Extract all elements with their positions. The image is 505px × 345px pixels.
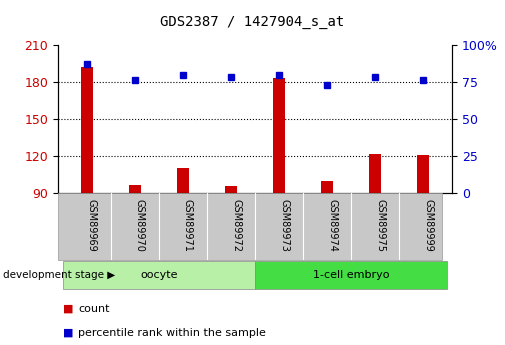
Bar: [177, 168, 189, 193]
Text: GSM89973: GSM89973: [279, 199, 289, 252]
Text: GSM89974: GSM89974: [327, 199, 337, 252]
FancyBboxPatch shape: [63, 261, 255, 289]
Text: GSM89969: GSM89969: [87, 199, 97, 251]
Text: GSM89999: GSM89999: [423, 199, 433, 251]
Bar: [129, 185, 141, 193]
Text: 1-cell embryo: 1-cell embryo: [313, 270, 389, 280]
Text: GSM89972: GSM89972: [231, 199, 241, 252]
Bar: [225, 186, 237, 193]
Bar: [417, 155, 429, 193]
Text: GSM89975: GSM89975: [375, 199, 385, 252]
Text: percentile rank within the sample: percentile rank within the sample: [78, 328, 266, 338]
Text: ■: ■: [63, 304, 74, 314]
Text: GDS2387 / 1427904_s_at: GDS2387 / 1427904_s_at: [161, 16, 344, 29]
Text: ■: ■: [63, 328, 74, 338]
Bar: [369, 154, 381, 193]
Bar: [321, 181, 333, 193]
Bar: [81, 67, 93, 193]
Text: oocyte: oocyte: [140, 270, 178, 280]
Text: development stage ▶: development stage ▶: [3, 270, 115, 280]
Text: count: count: [78, 304, 110, 314]
Text: GSM89971: GSM89971: [183, 199, 193, 252]
Bar: [273, 78, 285, 193]
Text: GSM89970: GSM89970: [135, 199, 145, 252]
FancyBboxPatch shape: [255, 261, 447, 289]
